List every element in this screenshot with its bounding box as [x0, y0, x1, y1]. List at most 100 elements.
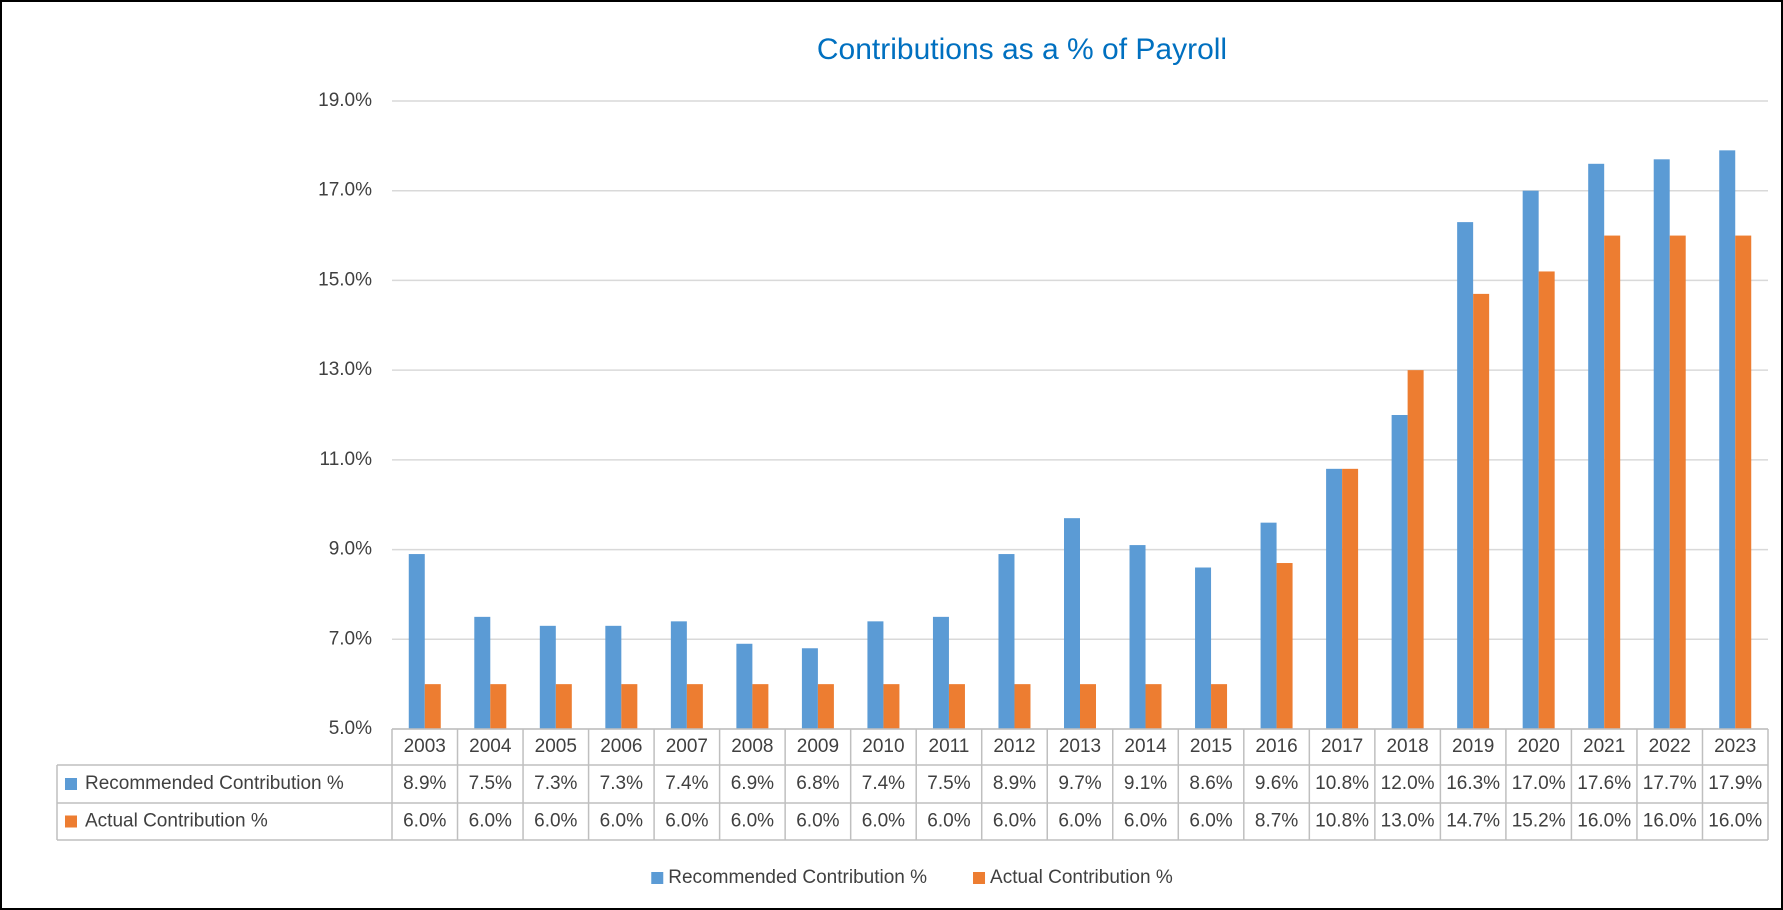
bar — [605, 625, 622, 729]
bar — [752, 684, 769, 729]
table-cell: 6.0% — [796, 811, 839, 832]
table-cell: 7.3% — [600, 773, 643, 794]
y-tick-label: 13.0% — [318, 359, 372, 380]
table-cell: 6.0% — [862, 811, 905, 832]
x-tick-label: 2010 — [862, 736, 904, 757]
bar — [1064, 518, 1080, 729]
bar — [1326, 468, 1343, 729]
table-cell: 6.0% — [731, 811, 774, 832]
table-cell: 6.0% — [600, 811, 643, 832]
x-tick-label: 2019 — [1452, 736, 1494, 757]
bar — [1342, 468, 1359, 729]
x-tick-label: 2013 — [1059, 736, 1101, 757]
table-cell: 17.0% — [1512, 773, 1566, 794]
legend-label: Actual Contribution % — [990, 867, 1173, 888]
x-tick-label: 2009 — [797, 736, 839, 757]
x-tick-label: 2016 — [1255, 736, 1297, 757]
bar — [867, 621, 884, 729]
table-cell: 9.1% — [1124, 773, 1167, 794]
table-cell: 6.0% — [403, 811, 446, 832]
x-tick-label: 2017 — [1321, 736, 1363, 757]
table-cell: 15.2% — [1512, 811, 1566, 832]
table-cell: 10.8% — [1315, 811, 1369, 832]
bar — [1391, 415, 1408, 729]
table-cell: 10.8% — [1315, 773, 1369, 794]
y-tick-label: 7.0% — [329, 628, 372, 649]
bar — [948, 684, 965, 729]
bar — [474, 616, 491, 729]
bar — [1014, 684, 1031, 729]
table-cell: 16.0% — [1577, 811, 1631, 832]
bar — [736, 643, 753, 729]
bar — [1195, 567, 1212, 729]
x-tick-label: 2020 — [1518, 736, 1560, 757]
table-cell: 17.9% — [1708, 773, 1762, 794]
y-tick-label: 15.0% — [318, 269, 372, 290]
bar — [1080, 684, 1096, 729]
table-cell: 7.4% — [862, 773, 905, 794]
bar — [1735, 235, 1752, 730]
x-tick-label: 2003 — [404, 736, 446, 757]
table-cell: 7.4% — [665, 773, 708, 794]
table-cell: 6.0% — [1124, 811, 1167, 832]
bar — [555, 684, 572, 729]
table-cell: 6.0% — [665, 811, 708, 832]
bar — [1522, 190, 1539, 729]
table-cell: 16.3% — [1446, 773, 1500, 794]
bar — [1276, 563, 1293, 729]
x-tick-label: 2022 — [1649, 736, 1691, 757]
x-tick-label: 2021 — [1583, 736, 1625, 757]
bar — [686, 684, 703, 729]
legend-label: Recommended Contribution % — [668, 867, 927, 888]
table-cell: 8.9% — [993, 773, 1036, 794]
bar — [539, 625, 556, 729]
table-cell: 16.0% — [1708, 811, 1762, 832]
legend-key — [973, 872, 986, 884]
table-cell: 7.5% — [469, 773, 512, 794]
table-cell: 8.9% — [403, 773, 446, 794]
table-cell: 9.6% — [1255, 773, 1298, 794]
x-tick-label: 2011 — [929, 736, 970, 757]
table-cell: 17.6% — [1577, 773, 1631, 794]
x-tick-label: 2014 — [1124, 736, 1167, 757]
bar — [1719, 150, 1736, 730]
table-cell: 12.0% — [1381, 773, 1435, 794]
bar — [1669, 235, 1686, 730]
y-tick-label: 17.0% — [318, 180, 372, 201]
table-cell: 14.7% — [1446, 811, 1500, 832]
bar — [998, 554, 1015, 729]
y-tick-label: 11.0% — [320, 449, 373, 470]
table-cell: 7.5% — [927, 773, 970, 794]
table-cell: 7.3% — [534, 773, 577, 794]
bar — [490, 684, 507, 729]
table-cell: 13.0% — [1381, 811, 1435, 832]
bar — [932, 616, 949, 729]
chart-title: Contributions as a % of Payroll — [817, 33, 1227, 66]
table-cell: 9.7% — [1058, 773, 1101, 794]
legend-key — [651, 872, 664, 884]
table-row-label: Recommended Contribution % — [85, 773, 344, 794]
y-tick-label: 9.0% — [329, 539, 372, 560]
table-cell: 6.0% — [1189, 811, 1232, 832]
bar — [1604, 235, 1621, 730]
bar — [801, 648, 818, 729]
bar — [883, 684, 900, 729]
table-cell: 16.0% — [1643, 811, 1697, 832]
x-tick-label: 2005 — [535, 736, 577, 757]
x-tick-label: 2004 — [469, 736, 512, 757]
x-tick-label: 2008 — [731, 736, 773, 757]
bar — [1457, 222, 1474, 729]
x-tick-label: 2015 — [1190, 736, 1232, 757]
table-row-label: Actual Contribution % — [85, 811, 268, 832]
bar — [1145, 684, 1162, 729]
table-cell: 6.8% — [796, 773, 839, 794]
table-cell: 6.9% — [731, 773, 774, 794]
bar — [1538, 271, 1555, 729]
x-tick-label: 2023 — [1714, 736, 1756, 757]
x-tick-label: 2018 — [1386, 736, 1428, 757]
table-cell: 6.0% — [993, 811, 1036, 832]
x-tick-label: 2006 — [600, 736, 642, 757]
table-cell: 6.0% — [469, 811, 512, 832]
x-tick-label: 2007 — [666, 736, 708, 757]
